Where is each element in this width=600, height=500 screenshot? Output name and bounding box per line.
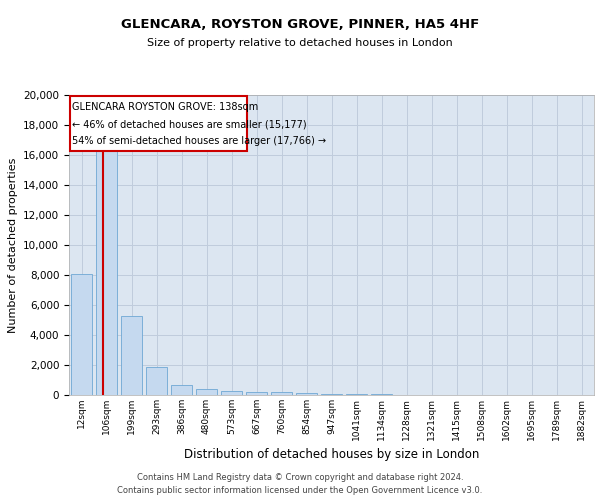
- Bar: [96, 146, 117, 395]
- Bar: [121, 316, 142, 395]
- FancyBboxPatch shape: [70, 96, 247, 150]
- Bar: [221, 391, 242, 395]
- Bar: [171, 384, 192, 395]
- Text: ← 46% of detached houses are smaller (15,177): ← 46% of detached houses are smaller (15…: [71, 120, 306, 130]
- Bar: [71, 274, 92, 395]
- Bar: [246, 392, 267, 395]
- Text: GLENCARA ROYSTON GROVE: 138sqm: GLENCARA ROYSTON GROVE: 138sqm: [71, 102, 258, 112]
- Bar: [346, 394, 367, 395]
- Text: Contains HM Land Registry data © Crown copyright and database right 2024.: Contains HM Land Registry data © Crown c…: [137, 472, 463, 482]
- Text: Contains public sector information licensed under the Open Government Licence v3: Contains public sector information licen…: [118, 486, 482, 495]
- Text: GLENCARA, ROYSTON GROVE, PINNER, HA5 4HF: GLENCARA, ROYSTON GROVE, PINNER, HA5 4HF: [121, 18, 479, 30]
- Text: 54% of semi-detached houses are larger (17,766) →: 54% of semi-detached houses are larger (…: [71, 136, 326, 145]
- Bar: [296, 393, 317, 395]
- Bar: [271, 392, 292, 395]
- Bar: [321, 394, 342, 395]
- Bar: [371, 394, 392, 395]
- Bar: [196, 390, 217, 395]
- Y-axis label: Number of detached properties: Number of detached properties: [8, 158, 17, 332]
- X-axis label: Distribution of detached houses by size in London: Distribution of detached houses by size …: [184, 448, 479, 461]
- Text: Size of property relative to detached houses in London: Size of property relative to detached ho…: [147, 38, 453, 48]
- Bar: [146, 367, 167, 395]
